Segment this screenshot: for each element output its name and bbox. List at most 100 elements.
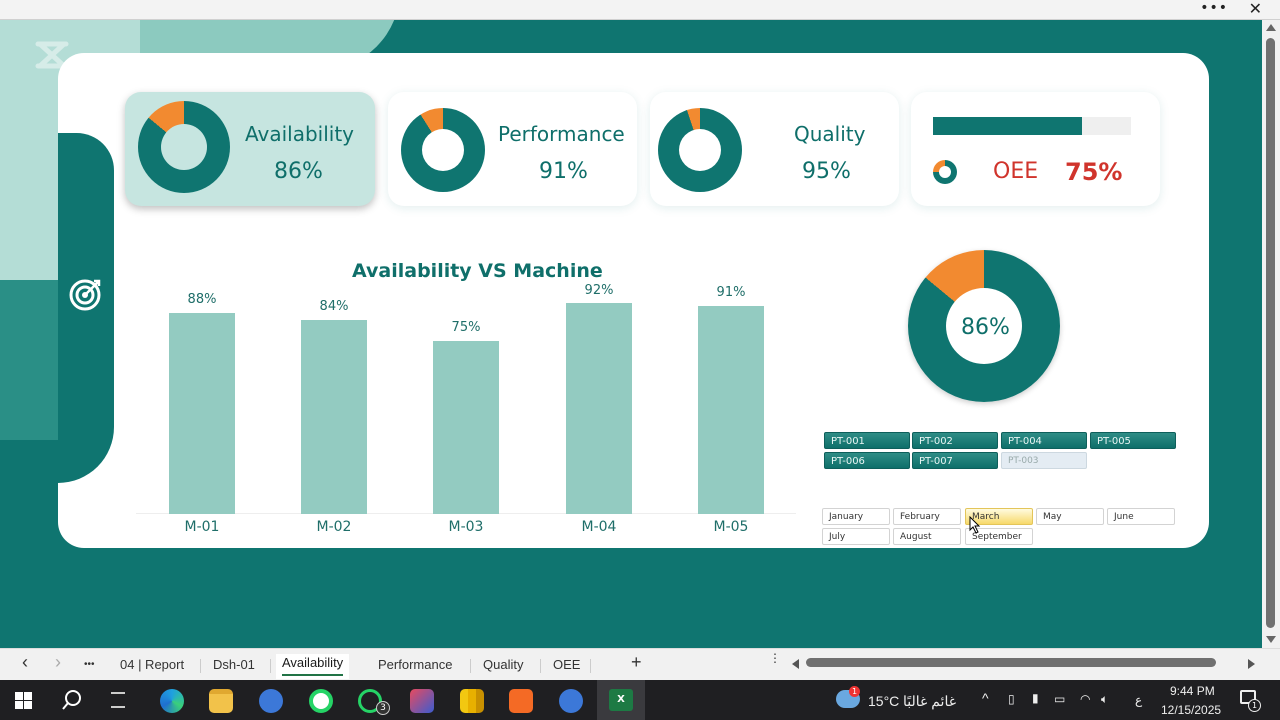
edge-icon[interactable] [160,689,184,713]
tab-more-button[interactable]: ••• [84,659,95,670]
dashboard-card: Availability 86% Performance 91% Quality… [58,53,1209,548]
add-sheet-button[interactable]: + [631,652,642,672]
slicer-item-pt-002[interactable]: PT-002 [912,432,998,449]
search-icon[interactable] [61,689,83,715]
chart-title: Availability VS Machine [352,260,603,282]
chrome-profile-2-icon[interactable] [559,689,583,713]
windows-taskbar: 3 X 1 15°C غائم غالبًا ^ ▯ ▮ ▭ ◠ 🔈︎ ع 9:… [0,680,1280,720]
battery-icon[interactable]: ▭ [1054,692,1066,706]
slicer-item-august[interactable]: August [893,528,961,545]
kpi-quality-card[interactable]: Quality 95% [650,92,899,206]
meet-now-icon[interactable]: ▯ [1008,692,1015,706]
tab-separator [200,659,201,673]
vertical-scroll-thumb[interactable] [1266,38,1275,628]
slicer-item-june[interactable]: June [1107,508,1175,525]
more-options-button[interactable]: ••• [1200,0,1228,16]
kpi-value: 75% [1065,158,1123,186]
x-axis-label: M-01 [184,519,220,535]
kpi-performance-card[interactable]: Performance 91% [388,92,637,206]
bar-value-label: 84% [319,299,349,314]
chrome-profile-icon[interactable] [259,689,283,713]
slicer-item-july[interactable]: July [822,528,890,545]
clock-time[interactable]: 9:44 PM [1170,684,1215,698]
paint-app-icon[interactable] [410,689,434,713]
scroll-down-arrow-icon[interactable] [1266,636,1276,643]
file-explorer-icon[interactable] [209,689,233,713]
sidebar [58,133,114,483]
availability-bar-chart [136,283,796,514]
tab-separator [470,659,471,673]
x-axis-label: M-03 [448,519,484,535]
tab-separator [540,659,541,673]
weather-condition[interactable]: غائم غالبًا [903,693,957,709]
bar-value-label: 92% [584,283,614,298]
kpi-oee-card[interactable]: OEE 75% [911,92,1160,206]
input-language[interactable]: ع [1135,693,1143,707]
performance-donut-icon [401,108,485,192]
x-axis-label: M-02 [316,519,352,535]
tab-performance[interactable]: Performance [378,657,453,672]
horizontal-scroll-thumb[interactable] [806,658,1216,667]
oee-donut-icon [933,160,957,184]
microphone-icon[interactable]: ▮ [1032,691,1039,705]
tab-bar-options-icon[interactable]: ⋮ [769,651,781,665]
tab-04-report[interactable]: 04 | Report [120,657,185,672]
tab-nav-next-button[interactable]: › [55,652,61,672]
tab-separator [270,659,271,673]
slicer-item-pt-003[interactable]: PT-003 [1001,452,1087,469]
bar-value-label: 75% [451,320,481,335]
tray-expand-icon[interactable]: ^ [982,690,989,706]
target-icon[interactable] [68,276,104,312]
x-axis-label: M-04 [581,519,617,535]
hscroll-left-arrow-icon[interactable] [792,659,799,669]
volume-icon[interactable]: 🔈︎ [1101,692,1109,706]
slicer-item-september[interactable]: September [965,528,1033,545]
oee-progress-bar [933,117,1131,135]
availability-big-donut [908,250,1060,402]
task-view-icon[interactable] [111,692,125,708]
slicer-item-february[interactable]: February [893,508,961,525]
windows-start-icon[interactable] [15,692,32,709]
capcut-watermark-icon [34,38,74,72]
window-top-bar: ••• ✕ [0,0,1280,20]
slicer-item-pt-004[interactable]: PT-004 [1001,432,1087,449]
tab-nav-prev-button[interactable]: ‹ [22,652,28,672]
slicer-item-may[interactable]: May [1036,508,1104,525]
tab-dsh-01[interactable]: Dsh-01 [213,657,255,672]
kpi-value: 95% [802,159,851,184]
bar-m02[interactable] [301,320,367,514]
tab-oee[interactable]: OEE [553,657,581,672]
slicer-item-pt-001[interactable]: PT-001 [824,432,910,449]
hscroll-right-arrow-icon[interactable] [1248,659,1255,669]
slicer-item-pt-007[interactable]: PT-007 [912,452,998,469]
close-button[interactable]: ✕ [1248,0,1262,18]
excel-app-active[interactable]: X [597,680,645,720]
tab-quality[interactable]: Quality [483,657,524,672]
bar-m03[interactable] [433,341,499,514]
dashboard-sheet: Availability 86% Performance 91% Quality… [0,20,1262,648]
bar-value-label: 88% [187,292,217,307]
slicer-item-pt-006[interactable]: PT-006 [824,452,910,469]
kpi-label: Availability [245,122,355,146]
recorder-app-icon[interactable] [509,689,533,713]
kpi-availability-card[interactable]: Availability 86% [125,92,375,206]
tab-availability[interactable]: Availability [276,654,350,679]
whatsapp-icon[interactable] [309,689,333,713]
slicer-item-pt-005[interactable]: PT-005 [1090,432,1176,449]
weather-temp[interactable]: 15°C [868,693,900,709]
wifi-icon[interactable]: ◠ [1080,692,1091,706]
clock-date[interactable]: 12/15/2025 [1161,703,1222,717]
slicer-item-march[interactable]: March [965,508,1033,525]
big-donut-value: 86% [961,315,1010,340]
power-bi-icon[interactable] [460,689,484,713]
tab-separator [590,659,591,673]
bar-value-label: 91% [716,285,746,300]
mouse-cursor-icon [969,515,981,538]
scroll-up-arrow-icon[interactable] [1266,24,1276,31]
bar-m01[interactable] [169,313,235,514]
slicer-item-january[interactable]: January [822,508,890,525]
bar-m04[interactable] [566,303,632,514]
kpi-label: Quality [794,122,866,146]
vertical-scrollbar[interactable] [1262,20,1280,648]
bar-m05[interactable] [698,306,764,514]
